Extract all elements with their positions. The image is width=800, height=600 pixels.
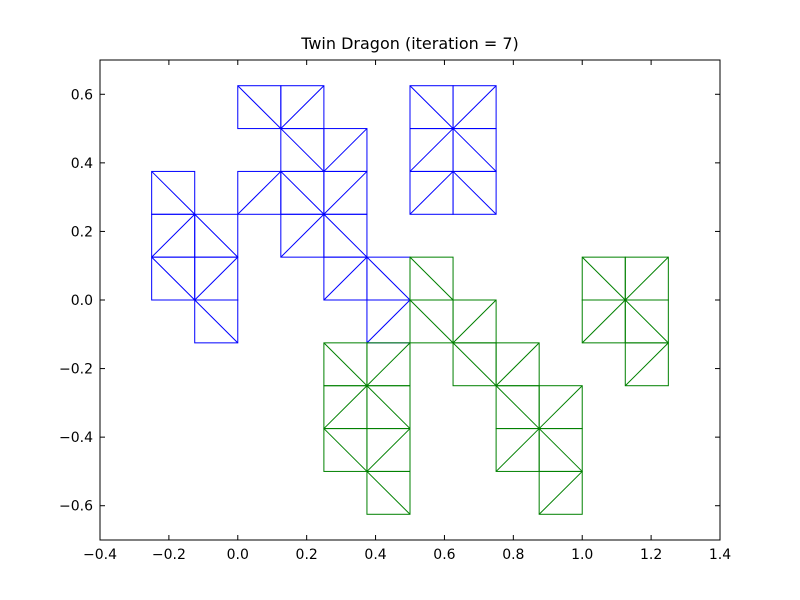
dragon-cell-diagonal	[495, 428, 540, 472]
dragon-cell-diagonal	[624, 256, 669, 301]
x-tick-label: 1.4	[709, 547, 731, 563]
series-0	[151, 85, 497, 344]
dragon-cell-diagonal	[409, 299, 454, 344]
dragon-cell-diagonal	[452, 299, 497, 344]
tick-layer: −0.4 −0.2 0.0 0.2 0.4 0.6 0.8 1.0 1.2 1.4 −0.6 −0.4…	[59, 60, 731, 563]
y-tick-label: −0.4	[59, 430, 93, 446]
x-tick-label: −0.2	[152, 547, 186, 563]
y-tick-label: −0.2	[59, 362, 93, 378]
dragon-cell-diagonal	[538, 428, 583, 472]
dragon-cell	[194, 299, 239, 344]
dragon-cell-diagonal	[194, 299, 239, 344]
dragon-cell	[452, 170, 497, 215]
dragon-cell-diagonal	[495, 385, 540, 429]
y-tick-label: −0.6	[59, 499, 93, 515]
dragon-cell-diagonal	[366, 471, 411, 515]
y-tick-label: 0.6	[71, 87, 93, 103]
series-1	[323, 256, 669, 515]
dragon-cell-diagonal	[366, 385, 411, 429]
dragon-cell-diagonal	[323, 213, 368, 258]
dragon-cell-diagonal	[237, 171, 282, 215]
x-tick-label: 1.2	[640, 547, 662, 563]
dragon-cell-diagonal	[409, 256, 454, 301]
x-tick-label: 0.6	[433, 547, 455, 563]
x-tick-label: 0.2	[296, 547, 318, 563]
x-tick-label: 0.4	[364, 547, 386, 563]
x-tick-label: 0.8	[502, 547, 524, 563]
x-tick-label: 1.0	[571, 547, 593, 563]
dragon-cell-diagonal	[409, 128, 454, 172]
dragon-cell-diagonal	[366, 299, 411, 344]
dragon-cell-diagonal	[409, 171, 454, 215]
dragon-cell-diagonal	[366, 342, 411, 387]
dragon-cell	[624, 342, 669, 387]
dragon-cell-diagonal	[452, 171, 497, 215]
dragon-cell-diagonal	[538, 471, 583, 515]
dragon-cell	[538, 470, 583, 515]
dragon-cell-diagonal	[452, 128, 497, 172]
x-tick-label: −0.4	[83, 547, 117, 563]
dragon-cell-diagonal	[323, 128, 368, 172]
dragon-cell-diagonal	[452, 85, 497, 129]
dragon-cell-diagonal	[237, 85, 282, 129]
dragon-cell-diagonal	[624, 299, 669, 344]
dragon-cell	[366, 470, 411, 515]
dragon-cell-diagonal	[452, 342, 497, 387]
dragon-cell-diagonal	[581, 256, 626, 301]
dragon-cell-diagonal	[151, 256, 196, 301]
dragon-cell-diagonal	[151, 171, 196, 215]
dragon-cell-diagonal	[280, 213, 325, 258]
dragon-cell-diagonal	[538, 385, 583, 429]
dragon-cell-diagonal	[624, 342, 669, 387]
dragon-cell-diagonal	[151, 213, 196, 258]
x-tick-label: 0.0	[227, 547, 249, 563]
chart-title: Twin Dragon (iteration = 7)	[301, 34, 519, 53]
dragon-cell-diagonal	[409, 85, 454, 129]
y-tick-label: 0.4	[71, 156, 93, 172]
dragon-cell-diagonal	[323, 428, 368, 472]
dragon-cell-diagonal	[280, 85, 325, 129]
dragon-cell-diagonal	[194, 213, 239, 258]
dragon-cell-diagonal	[323, 256, 368, 301]
dragon-cell-diagonal	[366, 428, 411, 472]
dragon-cell-diagonal	[323, 385, 368, 429]
y-tick-label: 0.0	[71, 293, 93, 309]
dragon-cell-diagonal	[323, 342, 368, 387]
dragon-cell-diagonal	[194, 256, 239, 301]
dragon-cell-diagonal	[280, 128, 325, 172]
dragon-cell-diagonal	[366, 256, 411, 301]
dragon-cell-diagonal	[323, 171, 368, 215]
series-layer	[151, 85, 669, 515]
dragon-cell-diagonal	[581, 299, 626, 344]
y-tick-label: 0.2	[71, 224, 93, 240]
dragon-cell-diagonal	[280, 171, 325, 215]
dragon-cell-diagonal	[495, 342, 540, 387]
